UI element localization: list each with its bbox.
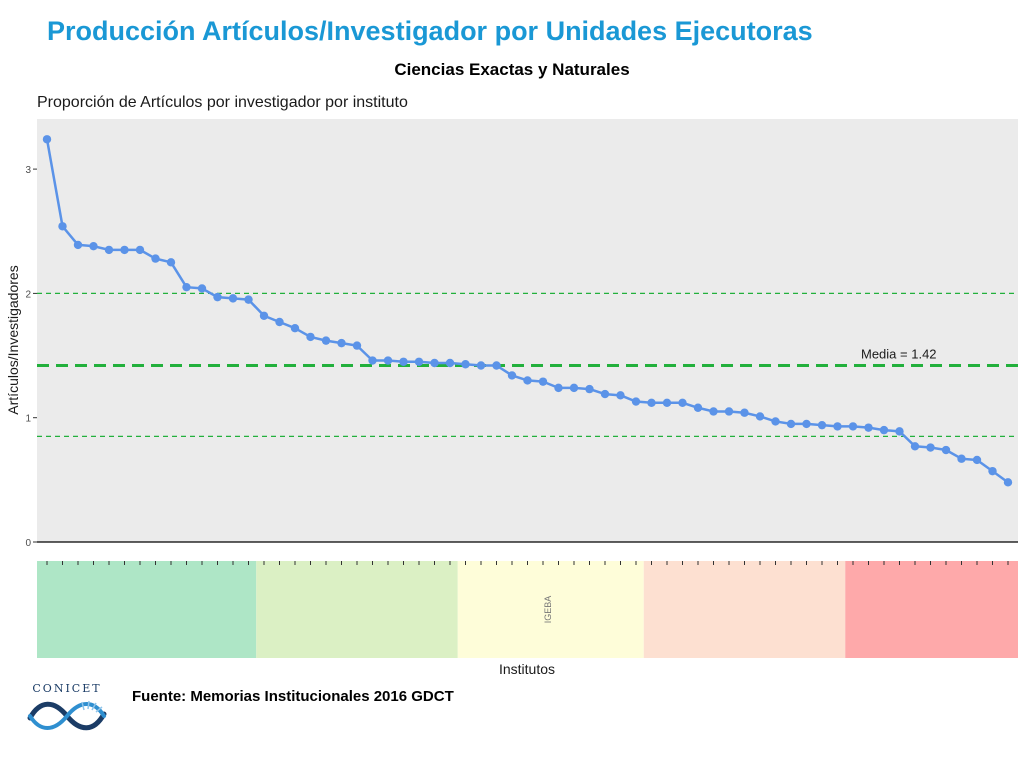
- category-band: [256, 561, 458, 658]
- data-point: [910, 442, 920, 451]
- category-band: [37, 561, 257, 658]
- chart-title: Proporción de Artículos por investigador…: [37, 94, 408, 111]
- data-point: [337, 338, 346, 348]
- data-point: [461, 360, 470, 369]
- data-point: [120, 245, 129, 255]
- data-point: [275, 317, 284, 327]
- y-tick-label: 1: [25, 414, 31, 425]
- data-point: [197, 284, 207, 293]
- data-point: [709, 407, 718, 416]
- data-point: [89, 241, 98, 251]
- data-point: [228, 294, 238, 303]
- y-tick-label: 3: [25, 165, 31, 176]
- articles-per-researcher-chart: Proporción de Artículos por investigador…: [5, 94, 1018, 677]
- data-point: [585, 384, 594, 394]
- data-point: [600, 389, 610, 399]
- data-point: [507, 371, 517, 380]
- series-points: [42, 135, 1013, 487]
- data-point: [42, 135, 52, 144]
- data-point: [259, 311, 269, 320]
- data-point: [647, 398, 656, 407]
- slide-subtitle: Ciencias Exactas y Naturales: [394, 60, 630, 79]
- data-point: [182, 282, 191, 292]
- data-point: [833, 422, 842, 431]
- y-axis: 0 1 2 3: [25, 165, 37, 549]
- data-point: [879, 425, 889, 435]
- data-point: [569, 383, 579, 393]
- data-point: [414, 357, 424, 366]
- data-point: [972, 455, 982, 465]
- data-point: [73, 240, 83, 250]
- data-point: [151, 254, 160, 263]
- data-point: [693, 403, 703, 412]
- data-point: [786, 419, 796, 429]
- y-tick-label: 0: [25, 538, 31, 549]
- data-point: [306, 332, 315, 342]
- y-tick-label: 2: [25, 289, 31, 300]
- data-point: [755, 412, 765, 421]
- data-point: [678, 398, 687, 407]
- data-point: [817, 420, 827, 430]
- data-point: [616, 391, 625, 400]
- reference-lines: Media = 1.42: [37, 292, 1018, 437]
- data-point: [445, 358, 455, 368]
- data-point: [724, 407, 734, 416]
- data-point: [135, 245, 145, 255]
- mean-label: Media = 1.42: [861, 346, 937, 361]
- data-point: [166, 258, 176, 267]
- data-point: [290, 324, 300, 333]
- data-point: [523, 376, 532, 385]
- data-point: [352, 341, 362, 350]
- logo-text: CONICET: [32, 682, 102, 695]
- data-point: [104, 245, 114, 255]
- data-point: [58, 222, 67, 231]
- data-point: [802, 419, 811, 429]
- data-point: [848, 422, 858, 431]
- category-band: [457, 561, 644, 658]
- data-point: [864, 423, 873, 432]
- category-band: [845, 561, 1018, 658]
- source-note: Fuente: Memorias Institucionales 2016 GD…: [132, 688, 454, 705]
- data-point: [926, 443, 935, 452]
- data-point: [631, 397, 641, 406]
- x-axis-label: Institutos: [499, 661, 555, 677]
- data-point: [1003, 478, 1013, 487]
- data-point: [771, 417, 780, 426]
- data-point: [399, 357, 408, 366]
- y-axis-label: Artículos/Investigadores: [5, 265, 21, 414]
- data-point: [538, 377, 548, 386]
- data-point: [244, 295, 253, 304]
- data-point: [662, 398, 672, 407]
- data-point: [895, 427, 904, 436]
- data-point: [740, 408, 749, 417]
- data-point: [213, 292, 222, 302]
- data-point: [383, 356, 393, 365]
- data-point: [957, 454, 966, 463]
- data-point: [988, 466, 997, 476]
- category-bands: IGEBA: [37, 561, 1018, 658]
- data-point: [321, 336, 331, 345]
- category-band: [643, 561, 846, 658]
- data-point: [476, 361, 486, 370]
- data-point: [941, 445, 951, 455]
- data-point: [430, 358, 439, 368]
- band-label: IGEBA: [543, 596, 553, 624]
- data-point: [368, 356, 377, 365]
- data-point: [492, 361, 501, 370]
- conicet-emblem-icon: [27, 700, 107, 731]
- conicet-logo: CONICET: [22, 682, 112, 732]
- plot-panel: [37, 119, 1018, 542]
- data-point: [554, 383, 563, 393]
- slide-title: Producción Artículos/Investigador por Un…: [47, 16, 813, 46]
